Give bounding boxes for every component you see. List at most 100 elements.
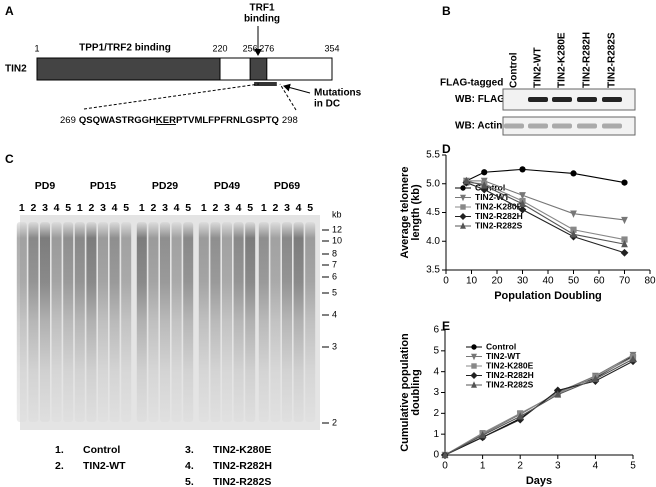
panel-label: C [5,152,14,166]
point [629,354,637,363]
lane-number: 2 [30,202,36,214]
pd-label: PD49 [214,180,240,192]
lane-number: 5 [65,202,71,214]
y-tick-label: 6 [433,325,439,336]
band [577,97,597,102]
gel-lane [63,222,74,422]
seq-part: QSQWASTRGGH [79,115,156,126]
y-tick-label: 5.5 [426,150,440,161]
point [570,230,577,238]
blot-label: WB: FLAG [455,94,505,105]
lane-number: 1 [19,202,25,214]
legend-num: 4. [185,460,194,472]
kb-label: kb [332,209,342,219]
legend-label: TIN2-K280E [213,444,271,456]
position-label: 354 [324,43,339,53]
position-label: 276 [259,43,274,53]
x-tick-label: 80 [644,276,656,287]
band [577,123,597,129]
trf1-label: binding [244,14,280,25]
lane-number: 5 [185,202,191,214]
x-tick-label: 3 [555,461,561,472]
marker-label: 12 [332,224,342,234]
point [519,192,526,200]
point [570,210,577,218]
point [471,381,477,388]
x-axis-label: Population Doubling [494,290,602,302]
legend-label: TIN2-WT [83,460,126,472]
legend-label: Control [486,341,516,351]
marker-label: 8 [332,248,337,258]
point [471,344,477,350]
y-tick-label: 4 [433,366,439,377]
marker-label: 10 [332,235,342,245]
legend-label: TIN2-WT [475,192,510,202]
position-label: 256 [243,43,258,53]
legend-label: TIN2-K280E [486,360,534,370]
gel-lane [233,222,244,422]
column-label: TIN2-R282S [607,32,618,88]
gel-lane [270,222,281,422]
legend-label: Control [475,182,505,192]
pd-label: PD15 [90,180,116,192]
y-axis-label: Average telomere [399,167,411,259]
protein-label: TIN2 [5,64,27,75]
lane-number: 4 [296,202,302,214]
x-tick-label: 40 [542,276,554,287]
point [519,166,526,173]
column-label: TIN2-K280E [557,32,568,88]
point [441,450,449,459]
point [592,374,599,383]
trf1-label: TRF1 [250,3,275,14]
panel-label: A [5,4,14,18]
lane-number: 1 [261,202,267,214]
mutation-label: in DC [314,99,340,110]
gel-lane [293,222,304,422]
position-label: 220 [213,43,228,53]
point [471,353,477,361]
point [480,181,488,189]
band [528,97,548,102]
gel-lane [98,222,108,422]
band [504,123,524,129]
legend-num: 5. [185,476,194,487]
seq-part: PTVMLFPFRNLGSPTQ [176,115,279,126]
x-tick-label: 2 [517,461,523,472]
point [471,363,477,369]
band [602,97,622,102]
x-tick-label: 0 [442,461,448,472]
x-tick-label: 60 [593,276,605,287]
lane-number: 5 [307,202,313,214]
row-header: FLAG-tagged [440,78,503,89]
y-tick-label: 3.5 [426,265,440,276]
y-tick-label: 3 [433,387,439,398]
marker-label: 6 [332,271,337,281]
pd-label: PD69 [274,180,300,192]
gel-lane [109,222,120,422]
y-axis-label: doubling [410,369,422,415]
domain-label: TPP1/TRF2 binding [79,43,171,54]
marker-label: 7 [332,259,337,269]
sequence: 269 QSQWASTRGGHKERPTVMLFPFRNLGSPTQ 298 [60,115,298,126]
y-axis-label: Cumulative population [399,333,411,452]
y-tick-label: 0 [433,450,439,461]
y-tick-label: 4.0 [426,236,440,247]
gel-lane [16,222,27,422]
dc-region [254,82,277,86]
x-tick-label: 20 [491,276,503,287]
marker-label: 4 [332,309,337,319]
panel-label: D [442,142,451,156]
point [460,194,466,202]
lane-number: 3 [162,202,168,214]
gel-lane [210,222,221,422]
gel-lane [86,222,97,422]
pd-label: PD29 [152,180,178,192]
gel-lane [245,222,256,422]
point [621,239,628,248]
x-tick-label: 70 [619,276,631,287]
gel-lane [282,222,292,422]
band [602,123,622,129]
column-label: TIN2-R282H [582,32,593,88]
gel-lane [74,222,85,422]
gel-lane [171,222,182,422]
